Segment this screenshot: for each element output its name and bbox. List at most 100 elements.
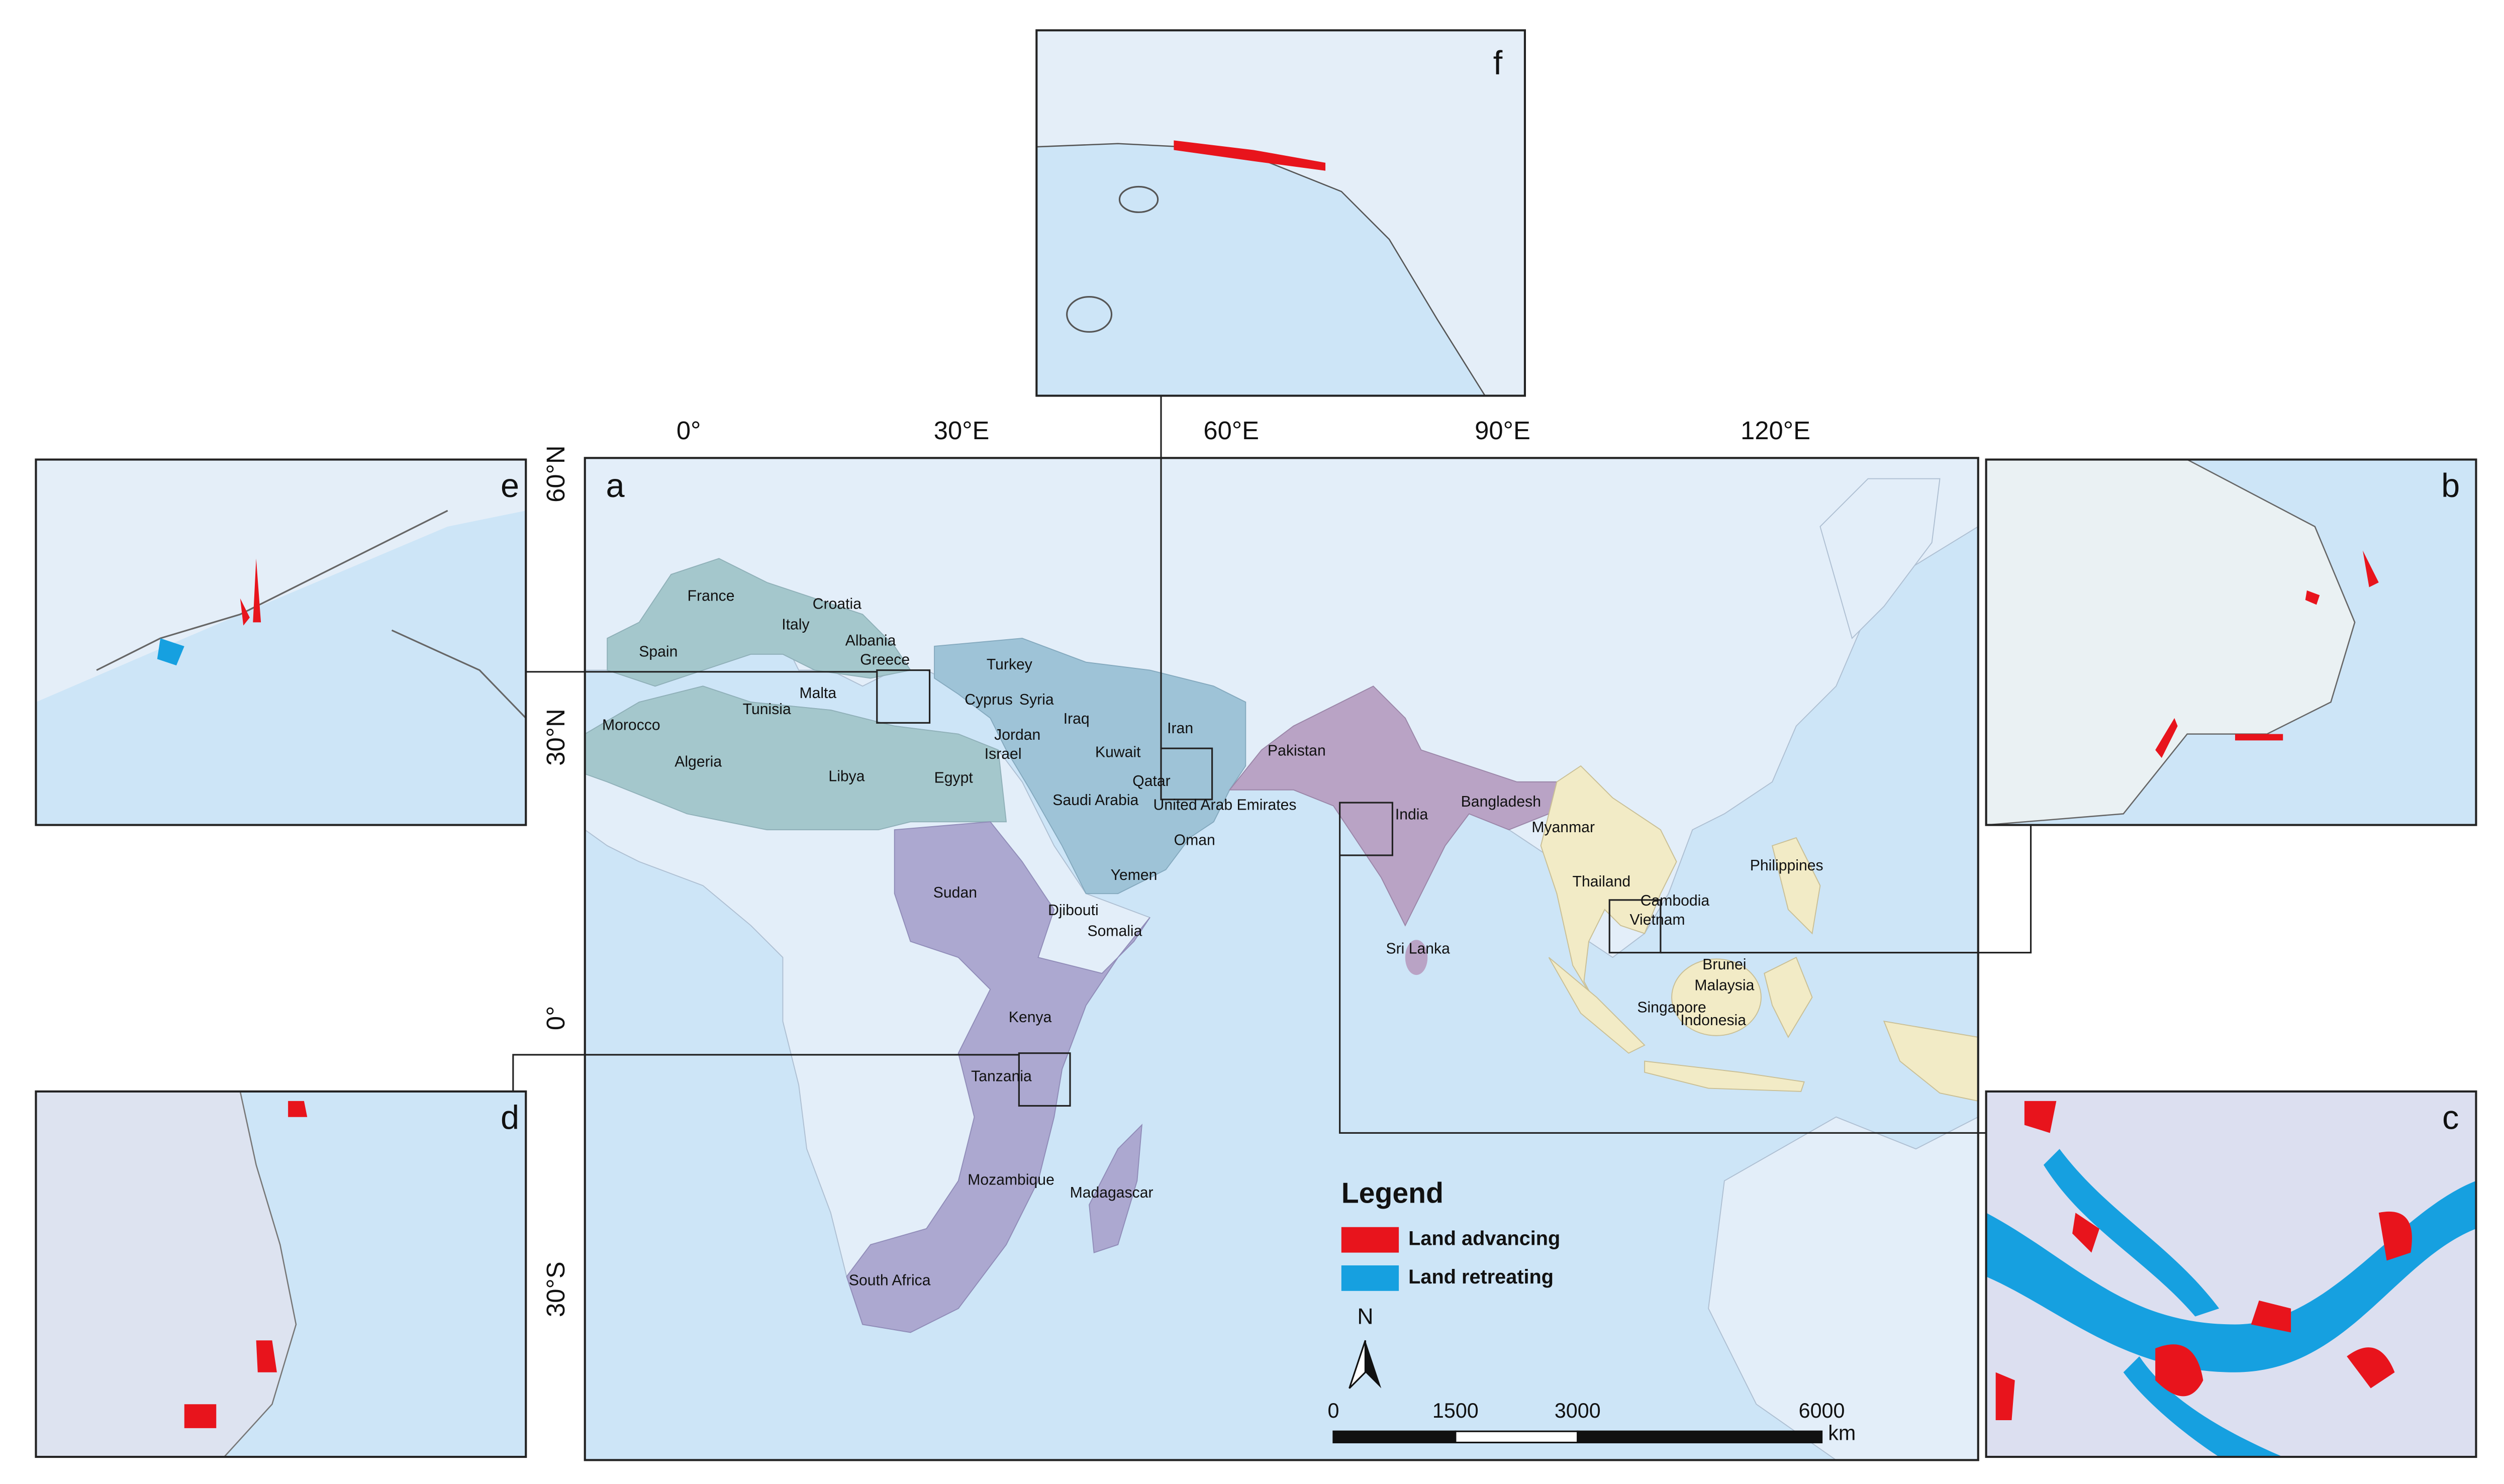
panel-label: e [501, 467, 519, 505]
country-label: Yemen [1111, 867, 1158, 883]
connectors [512, 395, 2032, 1134]
country-label: Libya [828, 768, 864, 784]
country-label: Cyprus [965, 691, 1013, 708]
longitude-label: 120°E [1741, 416, 1810, 445]
country-label: Croatia [813, 596, 861, 612]
map-shape [1035, 29, 1526, 397]
annotations: a b c d e f 0° 30°E 60°E 90°E 120°E 60°N 30°N 0° 30°S F… [501, 45, 2460, 1445]
scale-tick-label: 6000 [1799, 1399, 1845, 1422]
map-shape [846, 821, 1150, 1333]
map-shape [1671, 958, 1762, 1036]
country-label: Kenya [1009, 1009, 1052, 1026]
country-label: Israel [985, 746, 1022, 762]
map-shape [585, 685, 1007, 831]
country-label: Pakistan [1268, 743, 1326, 759]
country-label: Djibouti [1048, 902, 1099, 919]
inset-d [35, 1090, 527, 1458]
scale-unit: km [1828, 1421, 1856, 1444]
country-label: Morocco [602, 717, 660, 734]
panel-label: b [2441, 467, 2460, 505]
map-shape [1660, 825, 2032, 954]
map-shape [1985, 459, 2356, 826]
map-shape [1365, 1340, 1382, 1389]
country-label: Cambodia [1641, 893, 1710, 909]
scale-tick-label: 1500 [1432, 1399, 1479, 1422]
map-shape [512, 1054, 1019, 1092]
legend-title: Legend [1341, 1177, 1443, 1209]
inset-e [35, 458, 527, 826]
longitude-label: 0° [677, 416, 701, 445]
country-label: Malta [799, 685, 836, 702]
country-label: United Arab Emirates [1153, 797, 1297, 813]
legend-swatch [1341, 1227, 1399, 1253]
map-shape [1018, 1052, 1071, 1107]
map-shape [1066, 296, 1113, 333]
map-shape [1985, 1090, 2477, 1458]
map-shape [1339, 855, 1996, 1134]
scale-segment [1455, 1430, 1579, 1444]
map-shape [35, 1090, 527, 1458]
country-label: Iraq [1064, 711, 1090, 727]
map-shape [1608, 899, 1662, 954]
country-label: Sri Lanka [1386, 940, 1451, 957]
latitude-label: 30°S [541, 1261, 570, 1317]
country-label: Oman [1174, 832, 1215, 848]
country-label: Singapore [1637, 1000, 1706, 1016]
country-label: Greece [860, 652, 910, 668]
legend-swatch [1341, 1265, 1399, 1291]
country-label: Myanmar [1531, 819, 1595, 836]
country-label: Somalia [1087, 923, 1142, 939]
country-label: Algeria [675, 754, 722, 770]
map-shape [1089, 1124, 1143, 1253]
map-shape [1548, 957, 1646, 1054]
country-label: Kuwait [1095, 744, 1141, 761]
country-label: Philippines [1750, 857, 1823, 874]
country-label: Qatar [1132, 773, 1170, 789]
legend-label: Land advancing [1408, 1228, 1560, 1250]
country-label: Saudi Arabia [1052, 792, 1138, 809]
panel-label: a [606, 467, 625, 505]
map-shape [1405, 940, 1428, 975]
map-shape [1819, 478, 1941, 639]
map-shape [1986, 1180, 2476, 1372]
country-label: Madagascar [1070, 1184, 1153, 1201]
latitude-label: 30°N [541, 709, 570, 765]
country-label: Jordan [994, 727, 1040, 743]
country-label: Indonesia [1680, 1012, 1746, 1029]
map-shape [391, 629, 527, 719]
latitude-label: 0° [541, 1006, 570, 1031]
scale-tick-label: 3000 [1555, 1399, 1601, 1422]
country-label: Malaysia [1694, 977, 1754, 994]
map-shape [35, 458, 527, 826]
country-label: Iran [1167, 720, 1193, 737]
country-label: Thailand [1573, 873, 1631, 890]
longitude-label: 30°E [934, 416, 990, 445]
main-frame [584, 457, 1979, 1461]
country-label: Bangladesh [1461, 794, 1541, 810]
country-label: Egypt [934, 770, 974, 786]
panel-label: d [501, 1100, 519, 1137]
country-label: Tanzania [971, 1068, 1032, 1084]
country-label: Spain [639, 644, 678, 660]
map-shape [1174, 140, 1326, 171]
country-label: Albania [845, 632, 896, 649]
north-arrow [1349, 1340, 1382, 1389]
map-shape [1118, 185, 1159, 213]
country-label: Turkey [987, 656, 1033, 673]
country-label: Italy [782, 617, 810, 633]
north-label: N [1357, 1305, 1373, 1329]
longitude-label: 60°E [1203, 416, 1259, 445]
country-label: France [688, 588, 735, 605]
inset-f [1035, 29, 1526, 397]
scale-segment [1577, 1430, 1823, 1444]
map-shape [1764, 956, 1813, 1038]
inset-b [1985, 458, 2477, 826]
scale-segment [1332, 1430, 1457, 1444]
map-shape [2043, 1149, 2220, 1317]
scale-tick-label: 0 [1327, 1399, 1339, 1422]
map-shape [1985, 458, 2477, 826]
map-shape [1339, 802, 1394, 856]
legend-label: Land retreating [1408, 1266, 1554, 1288]
country-label: India [1395, 807, 1428, 823]
